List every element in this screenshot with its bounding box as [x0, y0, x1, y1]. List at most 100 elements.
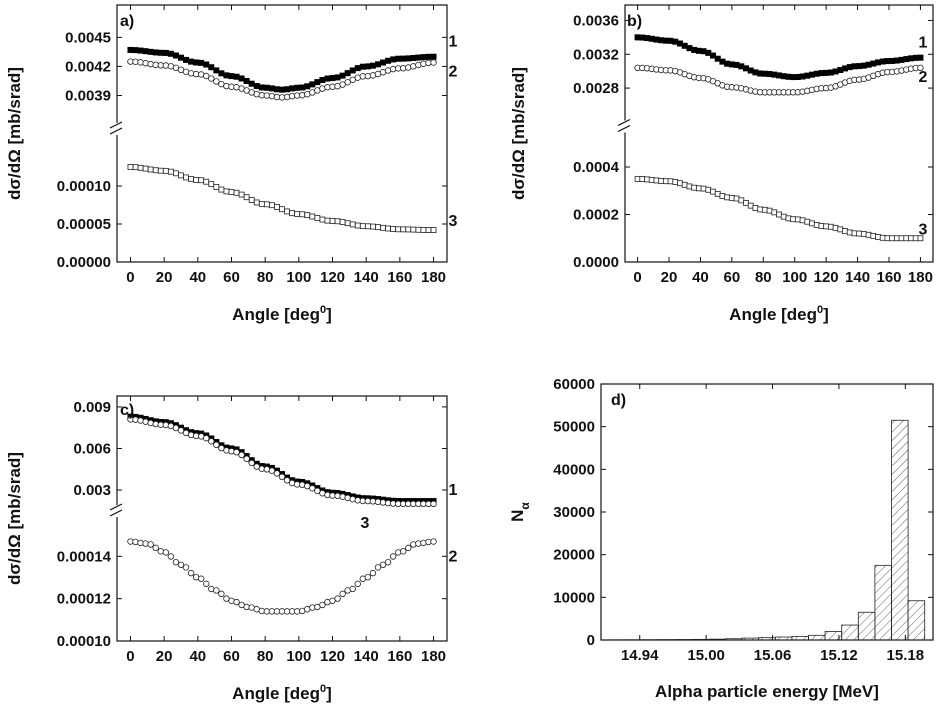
histogram-bar: [725, 638, 743, 641]
marker-circle: [384, 558, 392, 566]
marker-circle: [917, 64, 924, 71]
marker-square: [294, 211, 301, 217]
x-tick-label: 60: [223, 648, 240, 665]
marker-filled-square: [865, 61, 872, 68]
marker-circle: [369, 569, 377, 577]
marker-circle: [268, 92, 276, 100]
y-tick-label: 0.00000: [57, 254, 111, 271]
marker-square: [794, 216, 801, 223]
marker-circle: [203, 72, 210, 80]
marker-circle: [233, 449, 240, 456]
marker-square: [700, 185, 707, 192]
plot-frame: [116, 395, 448, 642]
marker-circle: [213, 587, 220, 594]
marker-circle: [203, 435, 210, 442]
marker-circle: [339, 81, 346, 88]
marker-filled-square: [648, 35, 655, 42]
series-label: 1: [919, 35, 928, 52]
panel-label: c): [120, 402, 134, 419]
x-tick-label: 20: [156, 648, 173, 665]
series-3: [634, 175, 924, 242]
marker-filled-square: [354, 65, 361, 72]
marker-square: [339, 219, 346, 225]
marker-square: [771, 209, 778, 216]
marker-square: [405, 226, 412, 233]
marker-square: [648, 176, 655, 183]
marker-filled-square: [898, 56, 905, 63]
marker-filled-square: [908, 55, 914, 62]
marker-square: [314, 215, 321, 221]
marker-square: [430, 227, 437, 233]
marker-filled-square: [410, 55, 417, 62]
x-tick-label: 120: [320, 269, 345, 286]
marker-square: [908, 235, 914, 242]
marker-square: [761, 206, 768, 213]
marker-square: [865, 231, 872, 238]
marker-square: [370, 223, 376, 230]
y-axis-title: Nα: [508, 502, 532, 522]
marker-square: [691, 184, 698, 191]
marker-filled-square: [780, 73, 787, 80]
marker-circle: [389, 553, 397, 560]
marker-circle: [142, 60, 149, 67]
marker-square: [324, 217, 331, 224]
axis-break-mark: [109, 127, 123, 135]
marker-square: [162, 167, 169, 174]
y-tick-label: 10000: [553, 589, 595, 606]
marker-circle: [223, 447, 230, 454]
marker-square: [173, 170, 179, 177]
marker-filled-square: [193, 59, 200, 66]
x-tick-label: 60: [223, 269, 240, 286]
marker-circle: [228, 448, 235, 455]
histogram-bar: [857, 611, 876, 641]
marker-circle: [405, 544, 412, 552]
marker-square: [178, 172, 184, 179]
marker-filled-square: [248, 80, 255, 87]
marker-square: [738, 197, 745, 204]
marker-filled-square: [400, 55, 407, 62]
marker-square: [705, 186, 712, 193]
marker-filled-square: [430, 53, 437, 60]
marker-square: [870, 232, 877, 239]
marker-square: [785, 215, 792, 222]
x-axis-title-superscript: 0: [320, 683, 326, 695]
marker-square: [334, 218, 341, 225]
marker-filled-square: [842, 65, 848, 72]
x-axis-title-text: Angle [deg: [232, 305, 320, 324]
marker-filled-square: [314, 79, 321, 86]
marker-square: [213, 184, 220, 190]
marker-square: [780, 213, 787, 220]
marker-circle: [197, 575, 205, 582]
marker-circle: [273, 470, 281, 477]
y-axis-title: dσ/dΩ [mb/srad]: [5, 452, 24, 585]
marker-square: [799, 217, 806, 224]
marker-filled-square: [253, 83, 260, 90]
marker-filled-square: [747, 67, 754, 74]
marker-circle: [430, 500, 437, 508]
panel-label: d): [611, 392, 626, 409]
marker-circle: [213, 441, 220, 449]
x-tick-label: 140: [845, 269, 870, 286]
marker-square: [912, 235, 919, 242]
marker-filled-square: [380, 59, 387, 66]
series-label: 2: [449, 549, 458, 566]
x-tick-label: 180: [908, 269, 933, 286]
marker-square: [879, 234, 886, 241]
marker-square: [842, 228, 848, 234]
marker-square: [425, 227, 432, 233]
marker-circle: [157, 548, 164, 555]
marker-square: [804, 218, 811, 225]
series-label: 2: [919, 69, 928, 86]
marker-square: [137, 164, 144, 171]
marker-filled-square: [681, 42, 688, 49]
marker-square: [644, 176, 650, 183]
marker-filled-square: [761, 70, 768, 77]
marker-filled-square: [374, 61, 381, 68]
marker-square: [903, 235, 910, 242]
marker-filled-square: [385, 57, 392, 64]
marker-square: [672, 179, 679, 185]
panel-label: a): [120, 13, 134, 30]
marker-filled-square: [258, 84, 265, 91]
marker-filled-square: [289, 85, 296, 92]
marker-circle: [167, 553, 175, 560]
